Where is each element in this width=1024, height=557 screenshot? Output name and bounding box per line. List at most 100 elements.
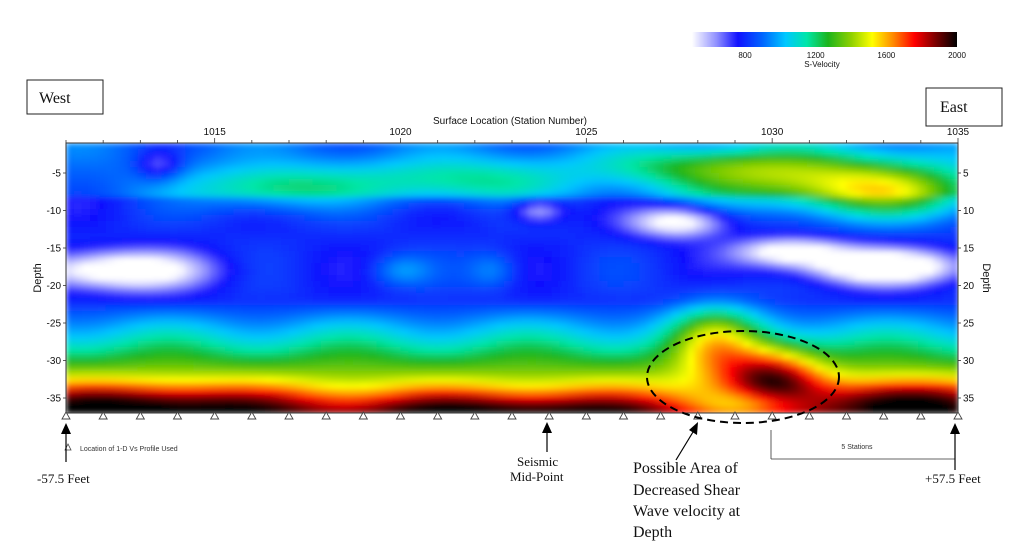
- heatmap-cell: [719, 389, 728, 396]
- heatmap-cell: [902, 335, 911, 342]
- heatmap-cell: [424, 269, 433, 276]
- heatmap-cell: [169, 167, 179, 174]
- heatmap-cell: [591, 401, 601, 408]
- heatmap-cell: [519, 239, 529, 246]
- heatmap-cell: [878, 299, 887, 306]
- heatmap-cell: [185, 323, 195, 330]
- heatmap-cell: [424, 275, 433, 282]
- heatmap-cell: [735, 299, 744, 306]
- heatmap-cell: [934, 149, 943, 156]
- heatmap-cell: [655, 341, 664, 348]
- heatmap-cell: [551, 233, 561, 240]
- heatmap-cell: [535, 161, 545, 168]
- heatmap-cell: [886, 233, 895, 240]
- heatmap-cell: [81, 353, 91, 360]
- heatmap-cell: [121, 401, 131, 408]
- heatmap-cell: [543, 299, 553, 306]
- heatmap-cell: [838, 149, 848, 156]
- heatmap-cell: [376, 359, 386, 366]
- heatmap-cell: [679, 287, 688, 294]
- heatmap-cell: [671, 353, 680, 360]
- heatmap-cell: [934, 179, 943, 186]
- heatmap-cell: [177, 395, 187, 402]
- heatmap-cell: [336, 257, 346, 264]
- heatmap-cell: [814, 317, 824, 324]
- heatmap-cell: [934, 209, 943, 216]
- heatmap-cell: [782, 179, 792, 186]
- heatmap-cell: [177, 293, 187, 300]
- heatmap-cell: [591, 179, 601, 186]
- heatmap-cell: [543, 347, 553, 354]
- heatmap-cell: [687, 401, 696, 408]
- heatmap-cell: [559, 143, 569, 150]
- heatmap-cell: [97, 179, 107, 186]
- heatmap-cell: [257, 353, 266, 360]
- heatmap-cell: [814, 191, 824, 198]
- heatmap-cell: [464, 305, 473, 312]
- heatmap-cell: [862, 209, 871, 216]
- heatmap-cell: [233, 173, 242, 180]
- heatmap-cell: [591, 245, 601, 252]
- heatmap-cell: [504, 407, 513, 413]
- heatmap-cell: [663, 341, 672, 348]
- heatmap-cell: [480, 257, 489, 264]
- heatmap-cell: [527, 167, 537, 174]
- heatmap-cell: [400, 179, 410, 186]
- heatmap-cell: [711, 245, 720, 252]
- heatmap-cell: [798, 263, 808, 270]
- heatmap-cell: [766, 161, 776, 168]
- heatmap-cell: [559, 383, 569, 390]
- heatmap-cell: [862, 143, 871, 150]
- heatmap-cell: [328, 329, 338, 336]
- heatmap-cell: [926, 335, 935, 342]
- heatmap-cell: [551, 209, 561, 216]
- heatmap-cell: [185, 311, 195, 318]
- heatmap-cell: [488, 203, 497, 210]
- heatmap-cell: [782, 161, 792, 168]
- heatmap-cell: [599, 275, 609, 282]
- heatmap-cell: [105, 209, 115, 216]
- heatmap-cell: [886, 377, 895, 384]
- heatmap-cell: [655, 233, 664, 240]
- heatmap-cell: [886, 395, 895, 402]
- heatmap-cell: [360, 167, 370, 174]
- heatmap-cell: [655, 179, 664, 186]
- heatmap-cell: [639, 167, 648, 174]
- heatmap-cell: [113, 317, 123, 324]
- heatmap-cell: [376, 257, 386, 264]
- heatmap-cell: [169, 185, 179, 192]
- heatmap-cell: [591, 233, 601, 240]
- heatmap-cell: [368, 263, 378, 270]
- heatmap-cell: [265, 383, 274, 390]
- heatmap-cell: [615, 395, 625, 402]
- heatmap-cell: [814, 173, 824, 180]
- heatmap-cell: [496, 215, 505, 222]
- heatmap-cell: [432, 377, 441, 384]
- heatmap-cell: [448, 167, 457, 174]
- heatmap-cell: [312, 389, 322, 396]
- heatmap-cell: [328, 335, 338, 342]
- heatmap-cell: [344, 281, 354, 288]
- heatmap-cell: [384, 281, 394, 288]
- heatmap-cell: [870, 401, 879, 408]
- heatmap-cell: [742, 191, 752, 198]
- heatmap-cell: [512, 353, 521, 360]
- heatmap-cell: [352, 239, 362, 246]
- heatmap-cell: [177, 281, 187, 288]
- heatmap-cell: [583, 143, 593, 150]
- heatmap-cell: [878, 389, 887, 396]
- heatmap-cell: [217, 281, 226, 288]
- heatmap-cell: [750, 371, 760, 378]
- heatmap-cell: [281, 149, 290, 156]
- heatmap-cell: [599, 173, 609, 180]
- heatmap-cell: [758, 215, 768, 222]
- heatmap-cell: [352, 221, 362, 228]
- heatmap-cell: [257, 149, 266, 156]
- heatmap-cell: [273, 311, 282, 318]
- heatmap-cell: [814, 239, 824, 246]
- heatmap-cell: [512, 341, 521, 348]
- heatmap-cell: [113, 341, 123, 348]
- heatmap-cell: [424, 281, 433, 288]
- heatmap-cell: [878, 257, 887, 264]
- heatmap-cell: [798, 245, 808, 252]
